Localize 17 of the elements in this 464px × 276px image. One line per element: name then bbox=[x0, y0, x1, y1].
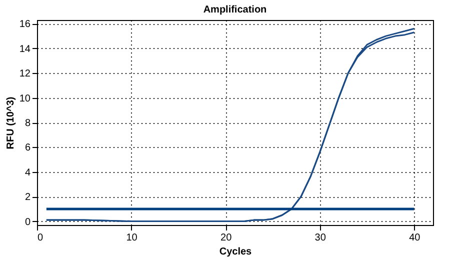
x-axis-title: Cycles bbox=[219, 246, 252, 258]
y-tick-label: 8 bbox=[24, 118, 31, 129]
y-axis-title: RFU (10^3) bbox=[5, 96, 16, 150]
x-tick-label: 20 bbox=[220, 232, 232, 244]
y-tick-label: 6 bbox=[24, 142, 31, 154]
y-tick-label: 12 bbox=[19, 68, 31, 80]
x-tick-label: 10 bbox=[126, 232, 138, 244]
x-tick-label: 40 bbox=[409, 232, 421, 244]
y-tick-label: 16 bbox=[19, 19, 31, 30]
x-tick-label: 0 bbox=[38, 232, 44, 244]
y-tick-label: 14 bbox=[19, 44, 31, 55]
y-tick-label: 0 bbox=[24, 216, 31, 228]
x-tick-label: 30 bbox=[314, 232, 326, 244]
y-tick-label: 4 bbox=[24, 167, 31, 178]
y-tick-label: 10 bbox=[19, 93, 31, 104]
y-tick-label: 2 bbox=[24, 192, 31, 204]
chart-title: Amplification bbox=[203, 4, 267, 16]
